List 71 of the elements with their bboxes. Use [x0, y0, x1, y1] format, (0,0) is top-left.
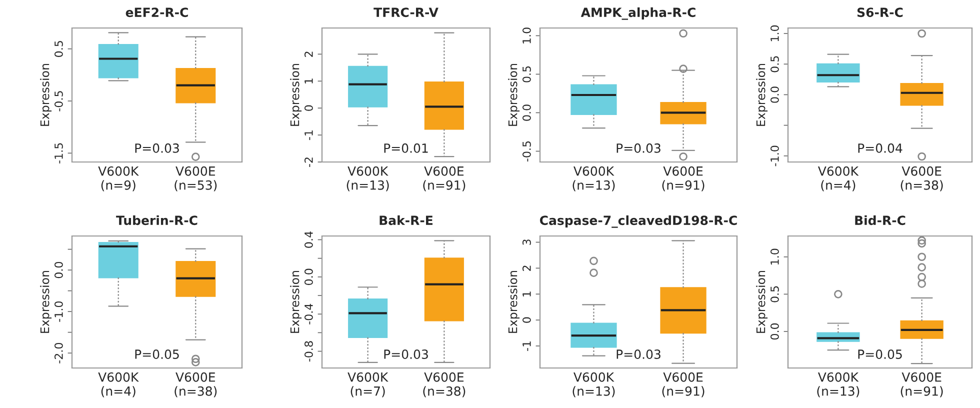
x-tick-label: V600E (n=91) — [423, 166, 466, 192]
y-tick-label: 0.0 — [522, 104, 531, 121]
x-tick-label: V600K (n=13) — [346, 166, 389, 192]
y-tick-label: -0.4 — [304, 304, 313, 324]
y-tick-label: -0.5 — [54, 91, 63, 112]
y-tick-label: 0 — [304, 105, 313, 111]
x-tick-label: V600K (n=13) — [572, 372, 615, 398]
x-tick-label: V600E (n=38) — [423, 372, 466, 398]
y-tick-label: 0.0 — [304, 268, 313, 286]
x-tick-label: V600E (n=91) — [662, 372, 704, 398]
y-tick-label: 2 — [304, 52, 313, 57]
annotation: P=0.04 — [858, 143, 902, 153]
y-tick-label: 0.5 — [54, 40, 63, 57]
chart-title: Bid-R-C — [855, 215, 906, 226]
y-axis-title: Expression — [756, 270, 768, 333]
y-tick-label: 0 — [522, 317, 531, 323]
y-tick-label: 1.0 — [770, 248, 779, 264]
x-tick-label: V600E (n=38) — [174, 372, 217, 398]
x-tick-label: V600E (n=91) — [662, 166, 704, 192]
x-tick-label: V600E (n=38) — [900, 166, 943, 192]
y-tick-label: -0.5 — [522, 141, 531, 162]
chart-title: TFRC-R-V — [374, 8, 438, 18]
y-axis-title: Expression — [756, 64, 768, 126]
annotation: P=0.03 — [135, 143, 179, 153]
chart-title: S6-R-C — [857, 8, 903, 18]
y-tick-label: 0.0 — [54, 262, 63, 278]
y-tick-label: 0.0 — [770, 86, 779, 103]
x-tick-label: V600K (n=4) — [98, 372, 139, 398]
y-axis-title: Expression — [290, 270, 302, 333]
x-tick-label: V600E (n=91) — [900, 372, 943, 398]
y-axis-title: Expression — [40, 64, 52, 126]
chart-title: Caspase-7_cleavedD198-R-C — [540, 215, 737, 228]
x-tick-label: V600K (n=13) — [817, 372, 860, 398]
y-tick-label: 0.0 — [770, 323, 779, 340]
y-tick-label: -1.0 — [770, 146, 779, 166]
chart-title: eEF2-R-C — [126, 8, 188, 18]
annotation: P=0.03 — [616, 350, 660, 359]
chart-title: AMPK_alpha-R-C — [580, 7, 696, 20]
annotation: P=0.05 — [135, 350, 179, 359]
chart-title: Tuberin-R-C — [116, 215, 198, 226]
x-tick-label: V600K (n=9) — [98, 166, 139, 192]
y-tick-label: -1.5 — [54, 143, 63, 164]
y-tick-label: -0.8 — [304, 341, 313, 362]
annotation: P=0.05 — [858, 350, 902, 359]
x-tick-label: V600K (n=7) — [348, 372, 388, 398]
y-tick-label: 2 — [522, 266, 531, 271]
y-tick-label: 0.5 — [522, 66, 531, 82]
y-tick-label: -1 — [522, 341, 531, 351]
y-tick-label: 1.0 — [770, 25, 779, 42]
y-tick-label: 0.5 — [770, 56, 779, 72]
y-tick-label: 1 — [522, 292, 531, 296]
y-tick-label: 3 — [522, 240, 531, 245]
y-tick-label: -2 — [304, 158, 313, 167]
y-tick-label: -1 — [304, 130, 313, 140]
x-tick-label: V600E (n=53) — [174, 166, 217, 192]
y-tick-label: -1.0 — [54, 301, 63, 322]
annotation: P=0.01 — [384, 143, 428, 153]
y-axis-title: Expression — [508, 64, 520, 126]
y-axis-title: Expression — [40, 270, 52, 333]
annotation: P=0.03 — [384, 350, 428, 359]
annotation: P=0.03 — [616, 143, 660, 153]
y-tick-label: 1 — [304, 78, 313, 84]
y-axis-title: Expression — [508, 270, 520, 333]
y-tick-label: 0.4 — [304, 232, 313, 248]
y-tick-label: -2.0 — [54, 342, 63, 364]
y-axis-title: Expression — [290, 64, 302, 126]
x-tick-label: V600K (n=4) — [818, 166, 859, 192]
y-tick-label: 0.5 — [770, 286, 779, 302]
y-tick-label: 1.0 — [522, 28, 531, 44]
x-tick-label: V600K (n=13) — [572, 166, 615, 192]
chart-title: Bak-R-E — [380, 215, 432, 226]
